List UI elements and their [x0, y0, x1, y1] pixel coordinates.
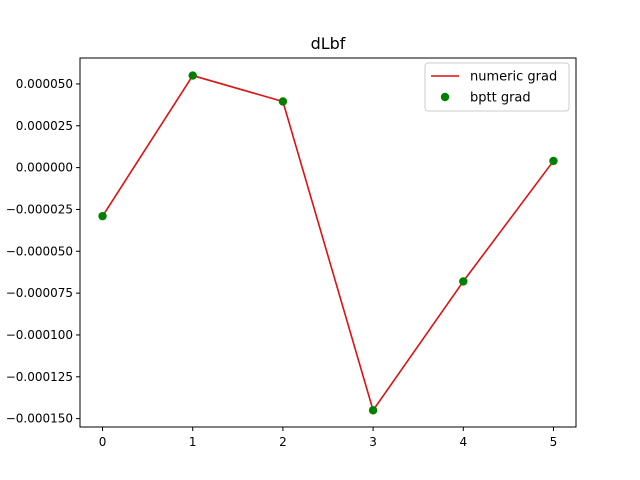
bptt-grad-point: [188, 71, 197, 80]
y-tick-label: −0.000125: [6, 370, 73, 384]
bptt-grad-point: [278, 97, 288, 106]
y-tick-label: 0.000025: [16, 119, 73, 133]
bptt-grad-point: [98, 211, 107, 221]
y-tick-label: 0.000000: [16, 161, 73, 175]
x-tick-label: 3: [369, 435, 377, 449]
legend-box: [424, 62, 570, 112]
x-tick-label: 4: [459, 435, 467, 449]
x-tick-label: 1: [189, 435, 197, 449]
y-tick-label: 0.000050: [16, 77, 73, 91]
bptt-grad-point: [459, 277, 468, 286]
x-tick-label: 5: [550, 435, 558, 449]
y-tick-label: −0.000100: [6, 328, 73, 342]
bptt-grad-point: [549, 156, 558, 166]
x-tick-label: 2: [279, 435, 287, 449]
y-tick-label: −0.000050: [6, 244, 73, 258]
bptt-grad-point: [368, 406, 378, 415]
legend-label: numeric grad: [470, 70, 557, 85]
y-tick-label: −0.000150: [6, 412, 73, 426]
legend-label: bptt grad: [470, 91, 531, 106]
y-tick-label: −0.000025: [6, 202, 73, 216]
y-tick-label: −0.000075: [6, 286, 73, 300]
axes-frame: [79, 57, 577, 428]
plot-area: 0 1 2 3 4 5 0.000050 0.000025 0.000000 −0.000025 −…: [6, 57, 577, 449]
legend: numeric grad bptt grad: [424, 62, 570, 112]
x-tick-label: 0: [99, 435, 107, 449]
legend-marker-swatch: [440, 92, 450, 102]
numeric-grad-line: [101, 74, 555, 412]
chart-title: dLbf: [311, 34, 346, 53]
